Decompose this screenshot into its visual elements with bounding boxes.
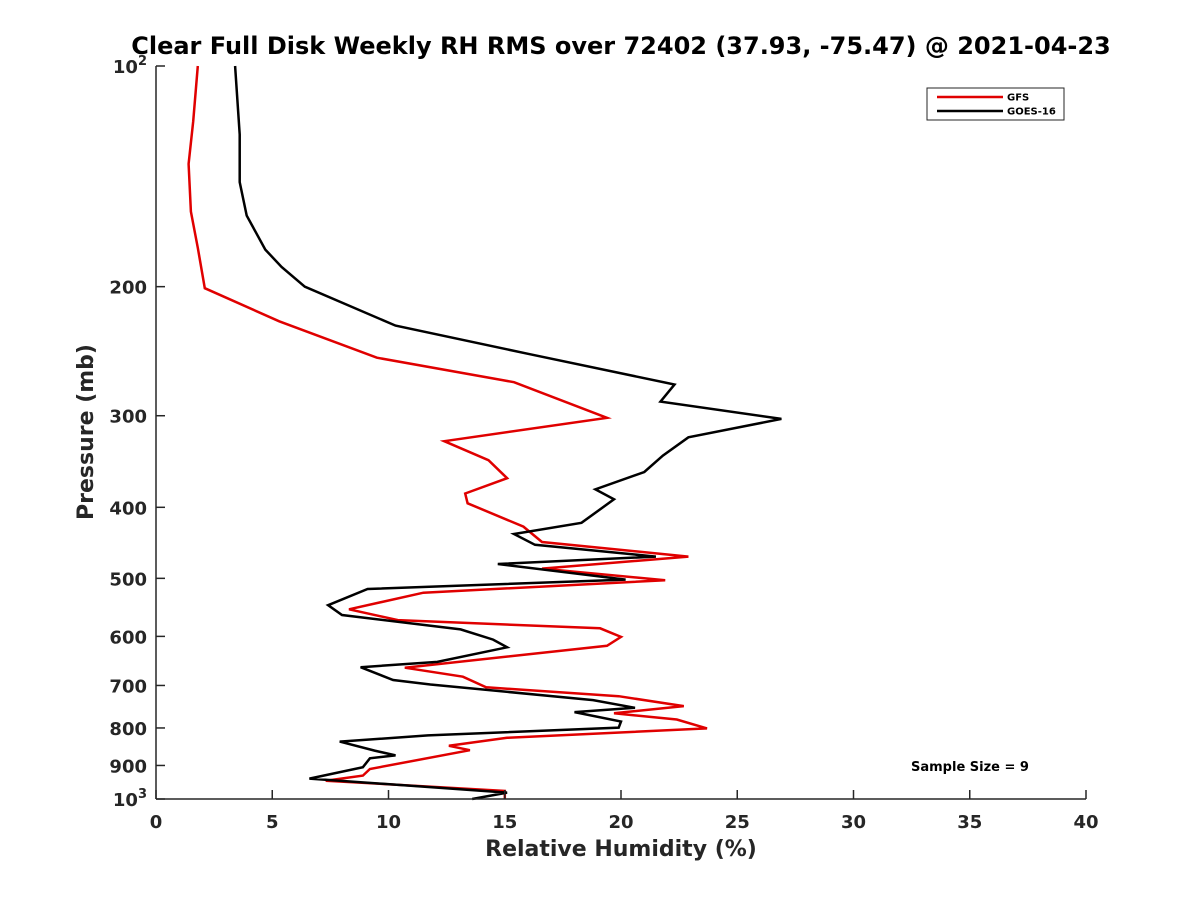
series-line-goes16 — [233, 65, 782, 801]
legend-label-gfs: GFS — [1007, 93, 1029, 104]
y-tick-label: 500 — [109, 569, 147, 590]
axes — [155, 66, 1086, 800]
y-axis-label: Pressure (mb) — [74, 344, 99, 520]
x-ticks: 0 5 10 15 20 25 30 35 40 — [150, 790, 1099, 833]
x-tick-label: 35 — [957, 812, 982, 833]
y-tick-label: 102 — [113, 54, 147, 78]
x-tick-label: 10 — [376, 812, 401, 833]
legend-label-goes16: GOES-16 — [1007, 107, 1056, 118]
x-tick-label: 25 — [725, 812, 750, 833]
y-tick-label: 200 — [109, 278, 147, 299]
x-tick-label: 20 — [608, 812, 633, 833]
y-tick-label: 900 — [109, 756, 147, 777]
x-tick-label: 30 — [841, 812, 866, 833]
x-axis-label: Relative Humidity (%) — [485, 837, 757, 862]
series-line-gfs — [187, 65, 708, 799]
sample-size-annotation: Sample Size = 9 — [911, 760, 1029, 775]
y-tick-label: 600 — [109, 627, 147, 648]
legend-box — [926, 87, 1065, 121]
y-tick-label: 700 — [109, 676, 147, 697]
x-tick-label: 15 — [492, 812, 517, 833]
y-tick-label: 400 — [109, 498, 147, 519]
x-tick-label: 0 — [150, 812, 163, 833]
y-tick-label: 103 — [113, 787, 147, 811]
x-tick-label: 5 — [266, 812, 279, 833]
legend[interactable]: GFS GOES-16 — [926, 87, 1065, 121]
x-tick-label: 40 — [1073, 812, 1098, 833]
y-ticks: 102 200 300 400 500 600 700 800 900 103 — [109, 54, 165, 811]
y-tick-label: 800 — [109, 719, 147, 740]
chart-title: Clear Full Disk Weekly RH RMS over 72402… — [131, 32, 1111, 60]
series-layer — [187, 65, 782, 801]
y-tick-label: 300 — [109, 407, 147, 428]
